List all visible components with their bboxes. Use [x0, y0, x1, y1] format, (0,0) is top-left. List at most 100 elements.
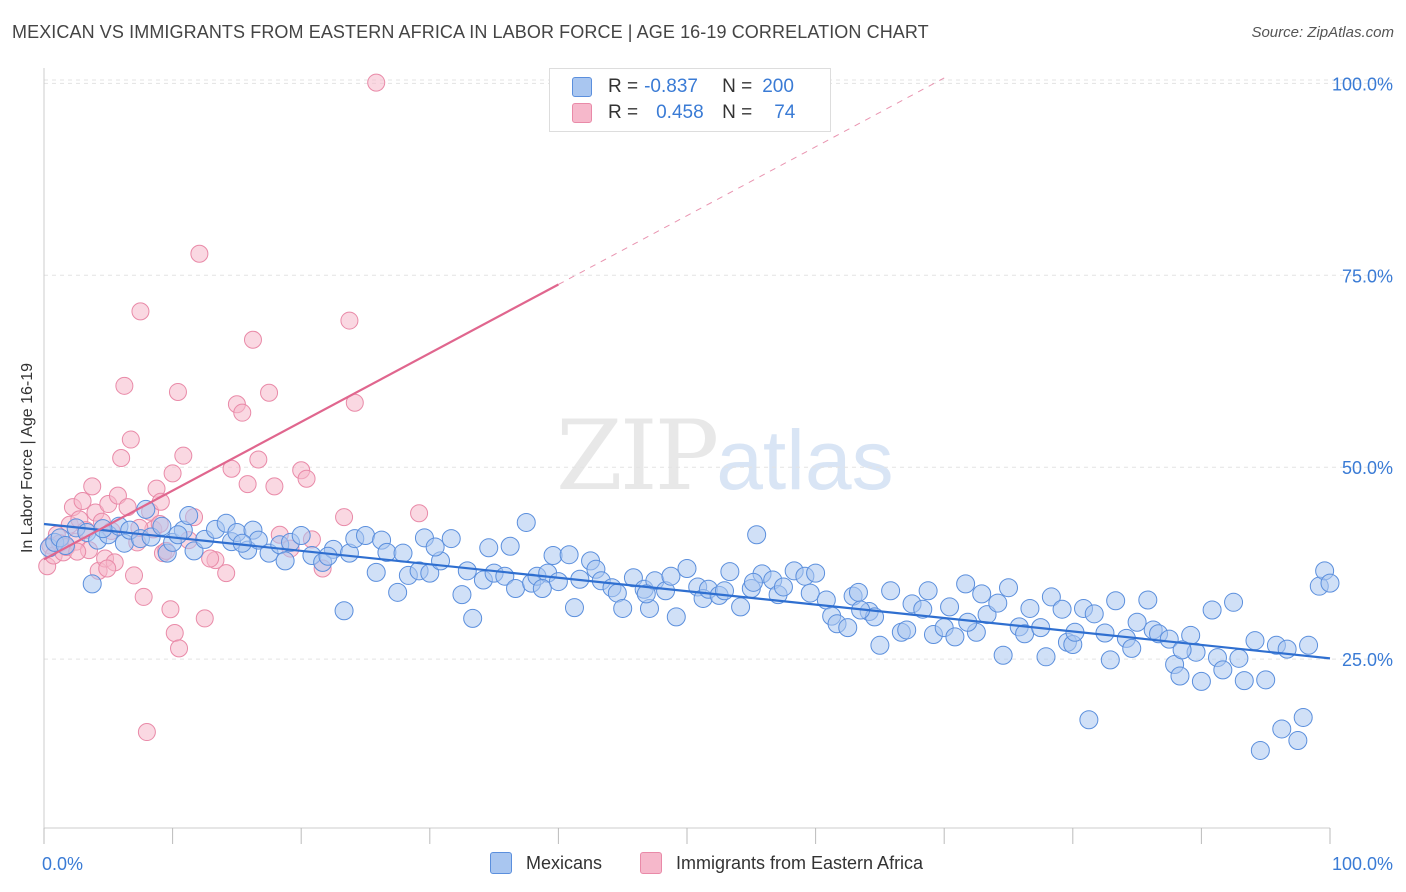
mexicans-point-104: [838, 618, 858, 638]
mexicans-point-45: [393, 543, 413, 563]
eastern-africa-point-30: [134, 587, 153, 606]
n-label: N =: [722, 76, 753, 97]
mexicans-point-164: [1272, 719, 1292, 739]
eastern-africa-point-66: [161, 600, 180, 619]
mexicans-point-81: [661, 566, 681, 586]
mexicans-point-160: [1245, 631, 1265, 651]
eastern-africa-trend-extension: [558, 77, 945, 285]
y-tick-label-50: 50.0%: [1342, 458, 1393, 478]
eastern-africa-swatch: [572, 103, 592, 123]
eastern-africa-point-49: [233, 403, 252, 422]
eastern-africa-point-44: [195, 609, 214, 628]
eastern-africa-point-50: [238, 475, 257, 494]
mexicans-point-88: [715, 581, 735, 601]
mexicans-point-82: [666, 607, 686, 627]
watermark-zip: ZIP: [556, 400, 719, 512]
mexicans-point-126: [999, 578, 1018, 598]
legend-row-eastern-africa: R = 0.458 N = 74: [572, 100, 795, 126]
mexicans-point-6: [82, 574, 102, 594]
watermark-atlas: atlas: [716, 413, 894, 507]
bottom-swatch-mexicans: [490, 852, 512, 874]
mexicans-point-90: [731, 597, 751, 617]
mexicans-point-157: [1224, 592, 1244, 612]
eastern-africa-point-65: [410, 504, 429, 523]
mexicans-point-61: [516, 512, 536, 532]
mexicans-point-110: [881, 581, 901, 601]
mexicans-point-54: [463, 608, 483, 628]
eastern-africa-points: [38, 73, 429, 742]
mexicans-point-141: [1106, 591, 1126, 611]
r-label: R =: [608, 76, 639, 97]
mexicans-point-67: [559, 545, 579, 565]
mexicans-point-99: [800, 583, 820, 603]
mexicans-point-100: [806, 563, 826, 583]
mexicans-point-176: [425, 537, 445, 557]
eastern-africa-point-26: [121, 430, 140, 449]
mexicans-point-137: [1079, 710, 1099, 730]
mexicans-point-109: [870, 635, 890, 655]
mexicans-point-68: [564, 598, 584, 618]
mexicans-point-112: [897, 620, 917, 640]
mexicans-point-178: [636, 584, 656, 604]
mexicans-point-53: [457, 561, 477, 581]
eastern-africa-point-14: [83, 477, 102, 496]
mexicans-point-166: [1288, 730, 1308, 750]
tick-labels: 25.0% 50.0% 75.0% 100.0% 0.0% 100.0%: [42, 74, 1393, 874]
eastern-africa-point-39: [168, 382, 187, 401]
mexicans-point-133: [1052, 599, 1072, 619]
eastern-africa-point-52: [249, 450, 268, 469]
chart-title: MEXICAN VS IMMIGRANTS FROM EASTERN AFRIC…: [12, 22, 929, 42]
mexicans-point-171: [1320, 573, 1340, 593]
mexicans-point-148: [1159, 629, 1179, 649]
y-tick-label-75: 75.0%: [1342, 266, 1393, 286]
mexicans-point-33: [291, 526, 311, 546]
eastern-africa-point-68: [170, 639, 189, 658]
y-tick-label-100: 100.0%: [1332, 74, 1393, 94]
eastern-africa-point-31: [137, 723, 156, 742]
axes: [43, 68, 1331, 844]
trend-lines: [43, 77, 1331, 660]
bottom-legend-mexicans: Mexicans: [490, 852, 602, 874]
mexicans-point-115: [918, 581, 938, 601]
y-tick-label-25: 25.0%: [1342, 650, 1393, 670]
mexicans-point-37: [334, 601, 354, 621]
eastern-africa-point-27: [125, 566, 144, 585]
mexicans-points: [39, 499, 1340, 760]
bottom-legend-eastern-africa: Immigrants from Eastern Africa: [640, 852, 923, 874]
eastern-africa-point-29: [131, 302, 150, 321]
source-label: Source: ZipAtlas.com: [1251, 24, 1394, 41]
mexicans-point-173: [168, 525, 188, 545]
eastern-africa-point-38: [163, 464, 182, 483]
bottom-swatch-eastern-africa: [640, 852, 662, 874]
eastern-africa-n-value: 74: [774, 102, 796, 123]
eastern-africa-point-53: [260, 383, 279, 402]
mexicans-point-129: [1020, 598, 1040, 618]
eastern-africa-point-54: [265, 477, 284, 496]
bottom-legend-label-eastern-africa: Immigrants from Eastern Africa: [676, 852, 924, 873]
n-label-2: N =: [722, 102, 753, 123]
mexicans-point-118: [940, 597, 960, 617]
eastern-africa-point-25: [118, 498, 137, 517]
mexicans-trend-line: [43, 522, 1331, 660]
watermark: ZIPatlas: [556, 400, 894, 512]
mexicans-point-75: [613, 598, 633, 618]
mexicans-point-65: [543, 545, 563, 565]
mexicans-point-59: [500, 536, 520, 556]
eastern-africa-point-22: [108, 486, 127, 505]
mexicans-point-161: [1250, 740, 1270, 760]
mexicans-point-119: [945, 627, 965, 647]
mexicans-point-96: [773, 577, 793, 597]
mexicans-point-56: [479, 538, 499, 558]
mexicans-n-value: 200: [762, 76, 794, 97]
mexicans-point-106: [848, 582, 868, 602]
mexicans-point-183: [1172, 640, 1192, 660]
eastern-africa-point-11: [73, 491, 92, 510]
mexicans-point-52: [452, 585, 472, 605]
eastern-africa-r-value: 0.458: [656, 102, 704, 123]
eastern-africa-point-46: [217, 564, 236, 583]
mexicans-point-124: [988, 593, 1008, 613]
mexicans-point-179: [743, 572, 763, 592]
mexicans-point-122: [972, 584, 992, 604]
mexicans-point-145: [1138, 590, 1158, 610]
eastern-africa-point-64: [367, 73, 386, 92]
